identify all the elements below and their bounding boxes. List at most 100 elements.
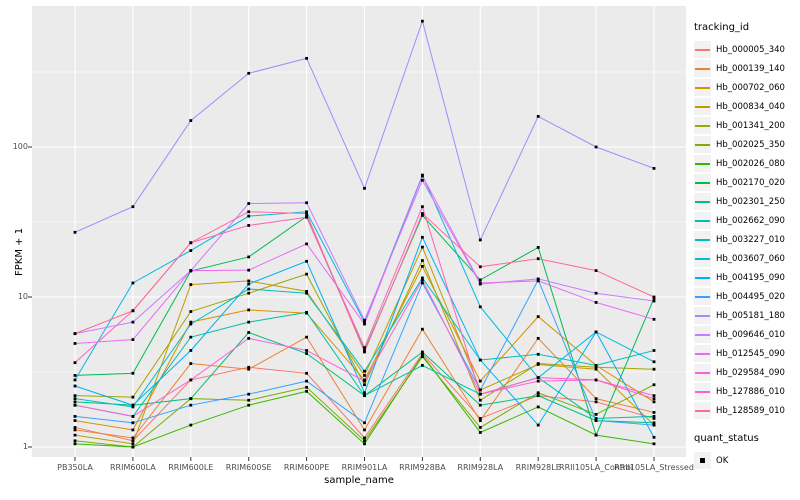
- data-point: [363, 369, 366, 373]
- data-point: [594, 301, 598, 304]
- data-point: [247, 71, 251, 75]
- legend-item-label: Hb_002025_350: [716, 139, 785, 150]
- data-point: [421, 327, 424, 331]
- series-color-line-icon: [695, 352, 710, 355]
- data-point: [478, 388, 482, 392]
- legend-item-label: Hb_002026_080: [716, 158, 785, 169]
- data-point: [73, 442, 77, 446]
- data-point: [189, 269, 193, 272]
- data-point: [652, 317, 656, 321]
- legend-item-Hb_029584_090: Hb_029584_090: [694, 363, 800, 382]
- data-point: [247, 392, 251, 396]
- data-point: [73, 397, 77, 401]
- data-point: [652, 411, 656, 414]
- x-tick-label: RRII105LA_Stressed: [614, 463, 694, 472]
- data-point: [594, 400, 598, 404]
- data-point: [478, 419, 482, 422]
- x-tick-label: RRIM928LA: [457, 463, 504, 472]
- data-point: [594, 367, 598, 371]
- data-point: [363, 318, 366, 322]
- data-point: [305, 210, 308, 214]
- data-point: [652, 394, 656, 398]
- data-point: [131, 281, 135, 285]
- data-point: [536, 246, 540, 249]
- data-point: [594, 378, 598, 382]
- data-point: [131, 436, 135, 440]
- data-point: [305, 371, 308, 375]
- legend-item-label: Hb_128589_010: [716, 405, 785, 416]
- legend-item-Hb_000005_340: Hb_000005_340: [694, 40, 800, 59]
- data-point: [421, 212, 424, 215]
- y-tick-label: 100: [12, 142, 28, 151]
- data-point: [305, 272, 308, 276]
- data-point: [73, 419, 77, 422]
- legend-item-label: Hb_029584_090: [716, 367, 785, 378]
- data-point: [652, 414, 656, 418]
- data-point: [421, 276, 424, 280]
- data-point: [73, 400, 77, 404]
- data-point: [478, 358, 482, 362]
- data-point: [478, 392, 482, 396]
- data-point: [536, 405, 540, 409]
- legend-key: [694, 79, 711, 96]
- data-point: [247, 202, 251, 205]
- x-tick-label: RRIM600SE: [225, 463, 272, 472]
- data-point: [478, 281, 482, 285]
- data-point: [363, 439, 366, 443]
- data-point: [363, 322, 366, 326]
- legend-key: [694, 212, 711, 229]
- data-point: [247, 255, 251, 259]
- data-point: [247, 268, 251, 272]
- data-point: [131, 439, 135, 443]
- data-point: [652, 400, 656, 404]
- series-color-line-icon: [695, 105, 710, 108]
- data-point: [305, 349, 308, 352]
- data-point: [189, 335, 193, 339]
- legend-item-label: Hb_002301_250: [716, 196, 785, 207]
- legend-key: [694, 345, 711, 362]
- legend-item-Hb_000702_060: Hb_000702_060: [694, 78, 800, 97]
- data-point: [247, 336, 251, 340]
- legend-item-Hb_001341_200: Hb_001341_200: [694, 116, 800, 135]
- series-color-line-icon: [695, 143, 710, 146]
- data-point: [247, 287, 251, 291]
- legend-key: [694, 136, 711, 153]
- x-axis-title: sample_name: [324, 475, 394, 486]
- data-point: [363, 428, 366, 432]
- legend-key: [694, 326, 711, 343]
- data-point: [73, 403, 77, 407]
- data-point: [652, 367, 656, 371]
- data-point: [131, 395, 135, 399]
- data-point: [363, 320, 366, 324]
- data-point: [363, 436, 366, 440]
- data-point: [247, 210, 251, 214]
- legend-key: [694, 364, 711, 381]
- legend-item-label: Hb_127886_010: [716, 386, 785, 397]
- data-point: [189, 241, 193, 245]
- legend-item-Hb_003607_060: Hb_003607_060: [694, 249, 800, 268]
- data-point: [305, 212, 308, 215]
- legend-key: [694, 307, 711, 324]
- data-point: [478, 403, 482, 407]
- data-point: [536, 352, 540, 356]
- data-point: [73, 374, 77, 377]
- data-point: [478, 278, 482, 282]
- legend-item-label: Hb_005181_180: [716, 310, 785, 321]
- data-point: [189, 310, 193, 313]
- series-color-line-icon: [695, 371, 710, 374]
- legend-item-label: Hb_012545_090: [716, 348, 785, 359]
- data-point: [594, 145, 598, 149]
- legend-item-ok: OK: [694, 451, 800, 470]
- series-color-line-icon: [695, 314, 710, 317]
- legend-item-label: Hb_001341_200: [716, 120, 785, 131]
- y-tick-label: 1: [22, 442, 28, 451]
- series-color-line-icon: [695, 276, 710, 279]
- legend-item-Hb_002026_080: Hb_002026_080: [694, 154, 800, 173]
- data-point: [421, 19, 424, 23]
- x-tick-label: PB350LA: [57, 463, 93, 472]
- series-color-line-icon: [695, 67, 710, 70]
- data-point: [652, 349, 656, 352]
- data-point: [652, 442, 656, 446]
- data-point: [73, 361, 77, 365]
